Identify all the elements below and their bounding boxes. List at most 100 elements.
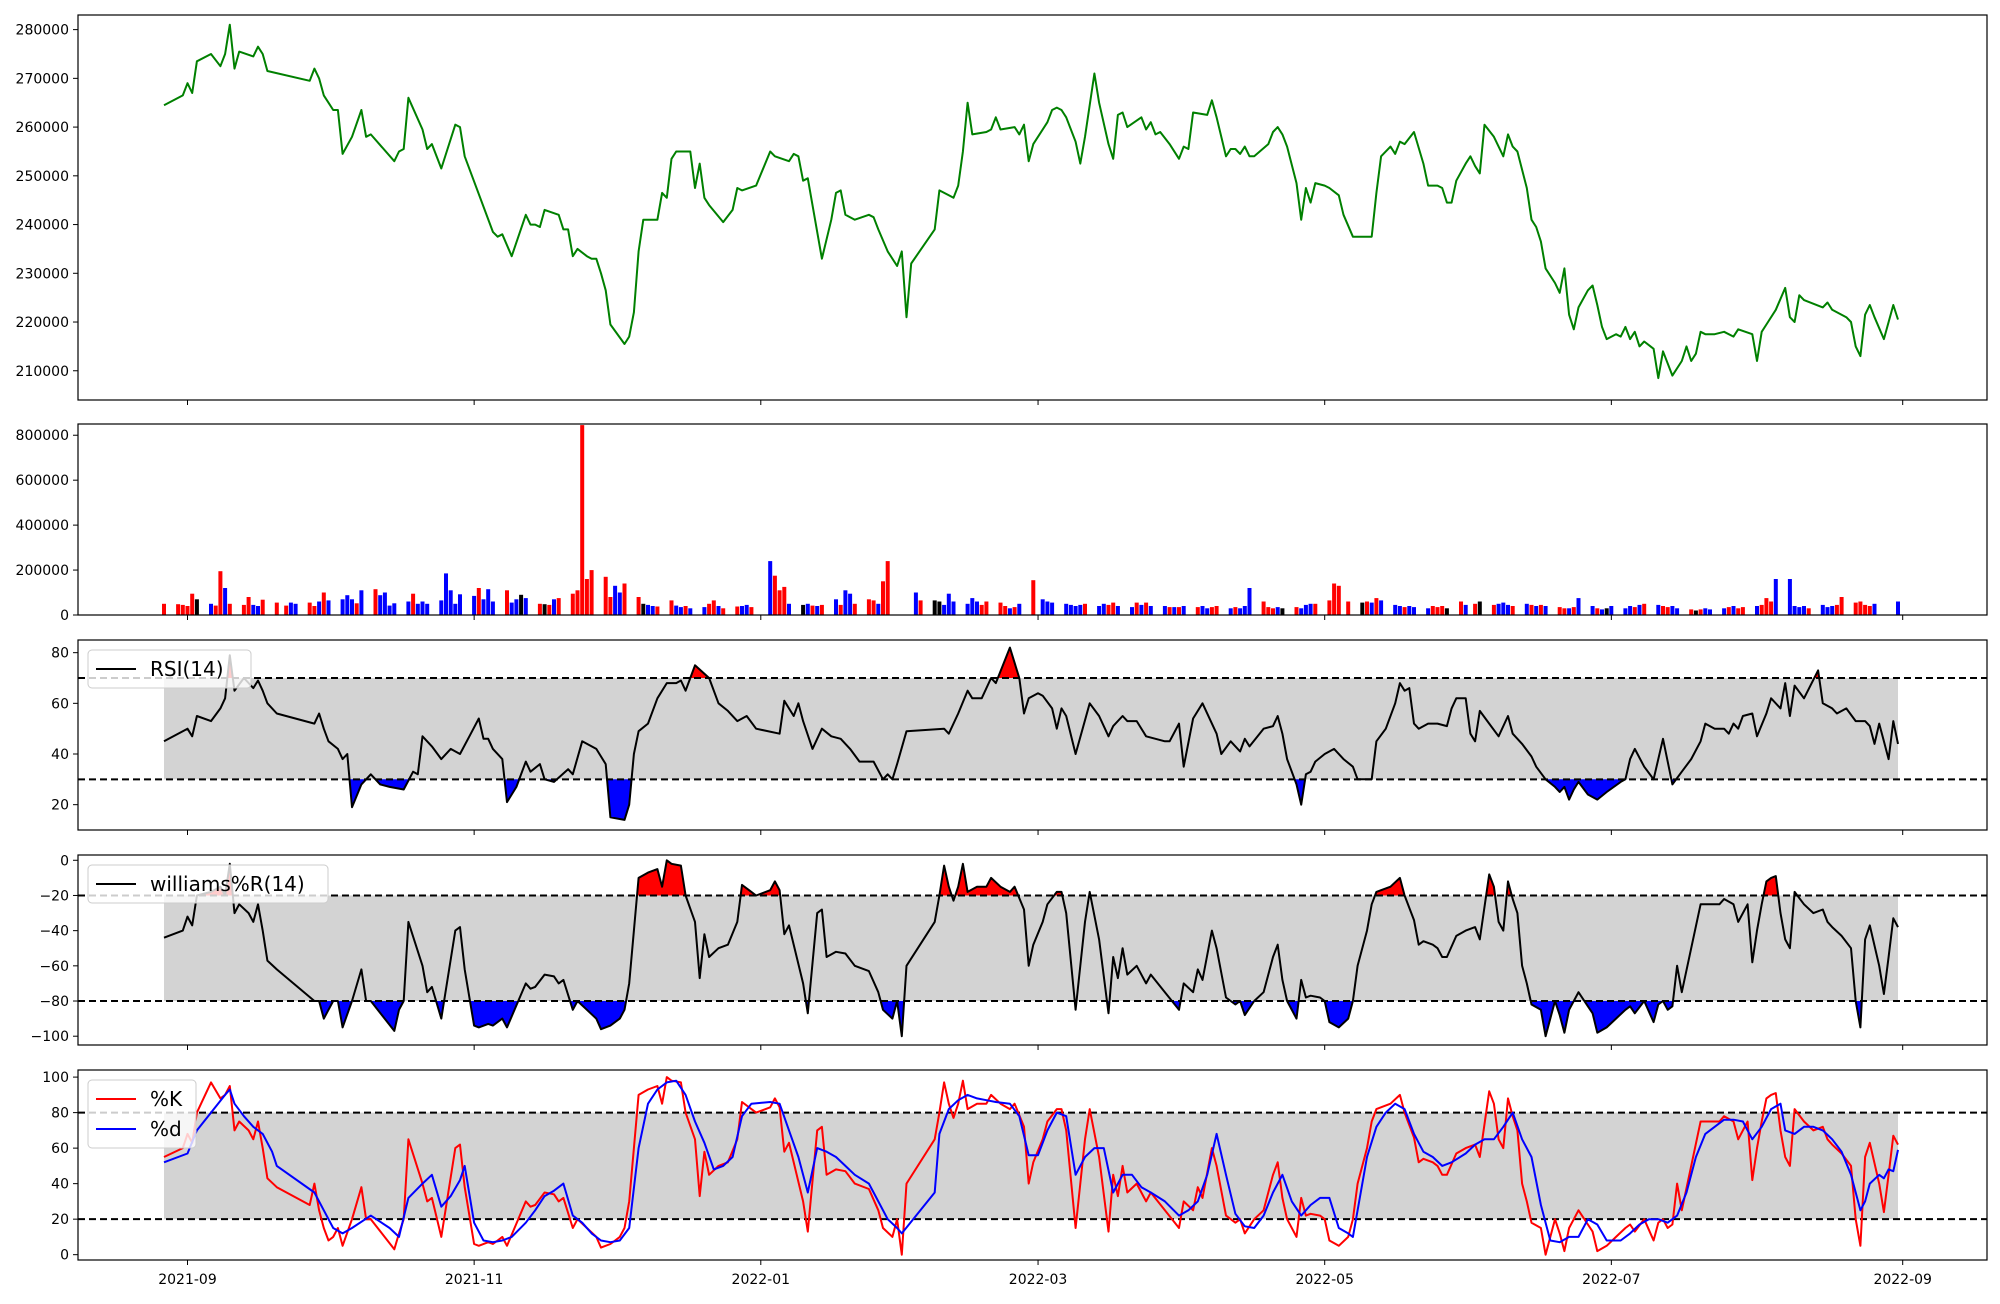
volume-bar <box>476 588 481 615</box>
williams-panel: −100 −80 −60 −40 −20 0 williams%R(14) <box>31 853 1988 1050</box>
williams-ytick-label: −100 <box>31 1029 69 1045</box>
volume-bar <box>946 593 951 615</box>
volume-bar <box>871 600 876 615</box>
volume-bar <box>1247 588 1252 615</box>
volume-bar <box>848 593 853 615</box>
stochastic-legend <box>87 1079 197 1149</box>
rsi-oversold-fill <box>349 779 367 808</box>
volume-bar <box>1327 600 1332 615</box>
williams-axes-frame <box>77 854 1988 1046</box>
volume-bar <box>1050 602 1055 615</box>
volume-bar <box>162 603 166 615</box>
volume-bar <box>1271 608 1275 615</box>
volume-bar <box>387 605 392 615</box>
volume-bar <box>194 599 199 615</box>
volume-bar <box>669 600 674 615</box>
williams-band <box>164 895 1898 1002</box>
volume-bar <box>1459 601 1463 615</box>
volume-bar <box>1567 608 1572 615</box>
volume-bar <box>481 599 486 615</box>
rsi-oversold-fill <box>504 779 520 803</box>
volume-ytick-label: 600000 <box>16 473 69 489</box>
volume-bar <box>1444 608 1449 615</box>
volume-bar <box>744 604 749 615</box>
volume-bar <box>293 603 298 615</box>
volume-bar <box>350 599 354 615</box>
volume-bar <box>984 601 989 615</box>
volume-bar <box>1463 604 1468 615</box>
volume-bar <box>1722 608 1727 615</box>
williams-oversold-fill <box>370 1001 404 1031</box>
rsi-ytick-label: 60 <box>51 696 69 712</box>
volume-bar <box>392 603 397 615</box>
volume-bar <box>1426 608 1431 615</box>
volume-bar <box>683 606 688 615</box>
volume-bar <box>514 599 519 615</box>
volume-bar <box>241 604 246 615</box>
volume-bar <box>1830 606 1835 615</box>
volume-bar <box>1360 602 1365 615</box>
volume-bar <box>1491 604 1496 615</box>
rsi-axes-frame <box>77 639 1988 831</box>
volume-bar <box>965 603 970 615</box>
volume-bar <box>1379 600 1384 615</box>
williams-series-line-0 <box>163 859 1899 1038</box>
volume-bar <box>1538 604 1543 615</box>
volume-bar <box>819 604 824 615</box>
volume-bar <box>575 590 580 615</box>
volume-bar <box>1031 580 1036 615</box>
volume-bar <box>317 601 322 615</box>
williams-oversold-fill <box>337 1001 352 1028</box>
price-series-line-0 <box>163 23 1899 380</box>
volume-bar <box>951 601 956 615</box>
volume-bar <box>1313 603 1318 615</box>
volume-bar <box>223 588 228 615</box>
volume-bar <box>1397 606 1402 615</box>
volume-bar <box>1106 604 1111 615</box>
volume-bar <box>1412 607 1416 615</box>
volume-bar <box>519 594 524 615</box>
volume-bar <box>340 599 345 615</box>
stochastic-ytick-label: 20 <box>51 1212 69 1228</box>
volume-bar <box>570 593 575 615</box>
volume-bar <box>209 603 213 615</box>
volume-bar <box>1736 608 1741 615</box>
williams-oversold-fill <box>1644 1001 1663 1023</box>
stochastic-ytick-label: 60 <box>51 1141 69 1157</box>
volume-bar <box>448 590 453 615</box>
volume-bar <box>176 604 181 615</box>
xtick-label: 2022-07 <box>1582 1272 1641 1288</box>
volume-bar <box>1670 606 1675 615</box>
volume-bar <box>552 599 556 615</box>
volume-bar <box>1609 606 1614 615</box>
volume-bar <box>284 605 289 615</box>
williams-oversold-fill <box>1324 1001 1353 1028</box>
volume-bar <box>716 606 721 615</box>
volume-bar <box>1214 606 1219 615</box>
volume-bar <box>354 603 359 615</box>
volume-bar <box>1374 598 1379 615</box>
volume-bar <box>707 603 712 615</box>
volume-bar <box>674 605 679 615</box>
volume-bar <box>1642 603 1647 615</box>
stochastic-panel: 0 20 40 60 80 100 2021-09 2021-11 2022-01 2022-03… <box>42 1069 1988 1288</box>
williams-overbought-fill <box>1375 877 1405 896</box>
volume-bar <box>970 598 975 615</box>
volume-bar <box>702 607 707 615</box>
volume-bar <box>1238 608 1243 615</box>
volume-bar <box>1073 606 1078 615</box>
volume-ytick-label: 400000 <box>16 518 69 534</box>
volume-bar <box>472 595 477 615</box>
volume-bar <box>866 599 871 615</box>
stochastic-axes-frame <box>77 1069 1988 1261</box>
volume-bar <box>1275 607 1280 615</box>
volume-bar <box>801 604 806 615</box>
volume-bar <box>1698 609 1703 615</box>
volume-bar <box>1510 606 1515 615</box>
volume-bar <box>1393 604 1398 615</box>
volume-bar <box>1430 606 1435 615</box>
volume-bar <box>523 598 528 615</box>
volume-bar <box>1181 606 1186 615</box>
volume-bar <box>213 605 218 615</box>
volume-bar <box>876 603 881 615</box>
